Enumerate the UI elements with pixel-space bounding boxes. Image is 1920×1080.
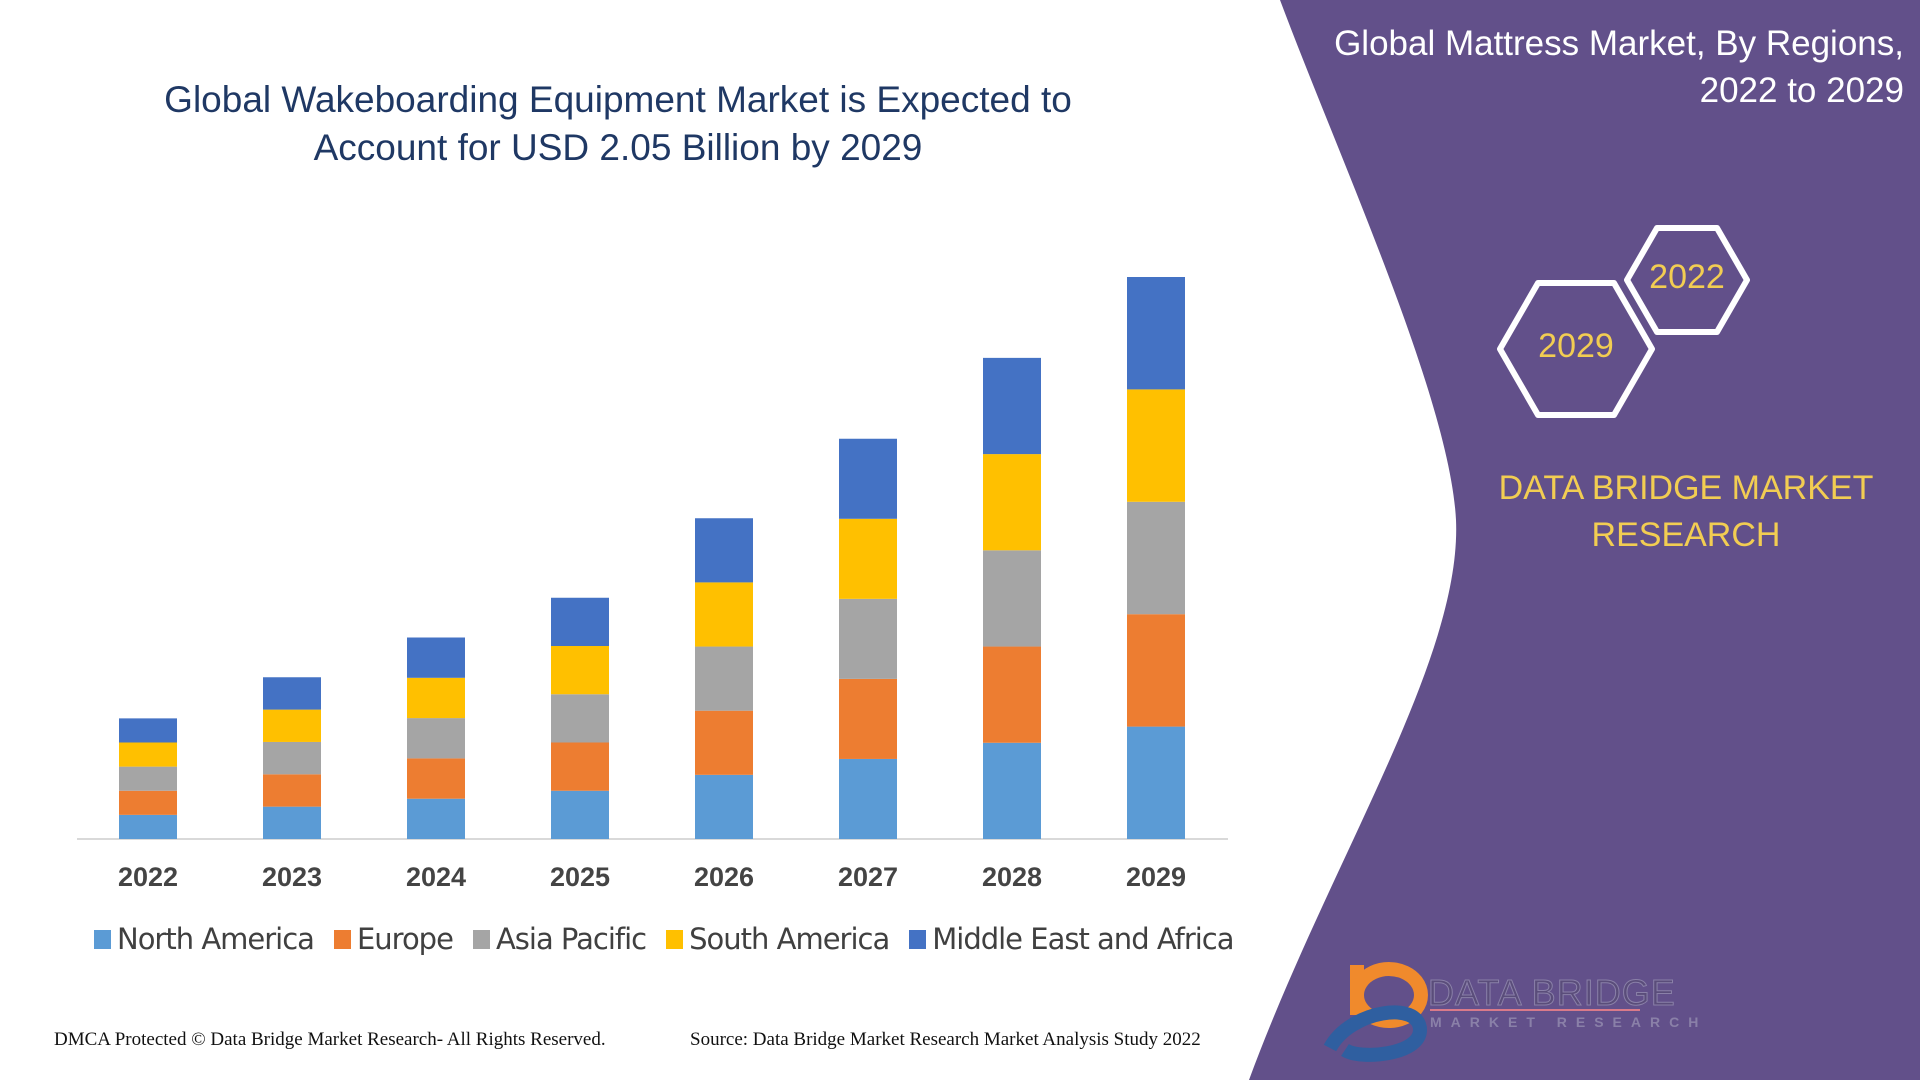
bar-2027-south-america xyxy=(839,518,897,599)
logo-subtext: MARKET RESEARCH xyxy=(1430,1014,1708,1030)
bar-2028-south-america xyxy=(983,454,1041,551)
hexagon-2022 xyxy=(1624,225,1750,335)
x-tick-label: 2026 xyxy=(693,862,755,892)
bar-2026-europe xyxy=(695,710,753,775)
bar-2022-asia-pacific xyxy=(119,766,177,791)
x-tick-label: 2028 xyxy=(981,862,1043,892)
x-tick-label: 2025 xyxy=(549,862,611,892)
bar-2027-europe xyxy=(839,678,897,759)
bar-2023-europe xyxy=(263,774,321,807)
title-line-2: Account for USD 2.05 Billion by 2029 xyxy=(313,127,923,168)
legend-swatch xyxy=(472,929,490,949)
bar-2029-asia-pacific xyxy=(1127,501,1185,615)
bars-group xyxy=(119,277,1185,839)
bar-2022-north-america xyxy=(119,814,177,839)
legend-item: North America xyxy=(94,922,315,956)
panel-title: Global Mattress Market, By Regions, 2022… xyxy=(1334,20,1904,114)
chart-title: Global Wakeboarding Equipment Market is … xyxy=(118,76,1118,172)
bar-2026-middle-east-and-africa xyxy=(695,518,753,583)
x-tick-label: 2029 xyxy=(1125,862,1187,892)
bar-2022-south-america xyxy=(119,742,177,767)
legend-label: South America xyxy=(689,922,890,956)
logo-icon xyxy=(1323,962,1428,1062)
bar-2027-north-america xyxy=(839,758,897,839)
hexagon-2029 xyxy=(1497,280,1655,418)
legend-label: North America xyxy=(117,922,315,956)
legend-swatch xyxy=(94,929,111,949)
bar-2025-middle-east-and-africa xyxy=(551,597,609,647)
bar-2025-asia-pacific xyxy=(551,694,609,743)
bar-2024-asia-pacific xyxy=(407,718,465,759)
legend: North America Europe Asia Pacific South Ame… xyxy=(94,922,1235,956)
copyright-footer: DMCA Protected © Data Bridge Market Rese… xyxy=(54,1029,606,1050)
bar-2027-asia-pacific xyxy=(839,598,897,679)
legend-item: Europe xyxy=(333,922,454,956)
logo-text: DATA BRIDGE xyxy=(1428,972,1676,1014)
x-tick-label: 2027 xyxy=(837,862,899,892)
bar-2025-europe xyxy=(551,742,609,791)
bar-2029-middle-east-and-africa xyxy=(1127,277,1185,390)
x-tick-label: 2023 xyxy=(261,862,323,892)
legend-label: Asia Pacific xyxy=(495,922,647,956)
bar-2023-asia-pacific xyxy=(263,741,321,775)
legend-item: Middle East and Africa xyxy=(909,922,1235,956)
bar-2029-north-america xyxy=(1127,726,1185,839)
x-tick-label: 2022 xyxy=(117,862,179,892)
panel-title-line-1: Global Mattress Market, By Regions, xyxy=(1334,24,1904,63)
source-footer: Source: Data Bridge Market Research Mark… xyxy=(690,1029,1201,1050)
purple-panel xyxy=(1249,0,1920,1080)
legend-label: Middle East and Africa xyxy=(932,922,1234,956)
bar-2026-asia-pacific xyxy=(695,646,753,711)
bar-2025-south-america xyxy=(551,646,609,695)
legend-swatch xyxy=(333,929,351,949)
bar-2029-south-america xyxy=(1127,389,1185,502)
legend-item: South America xyxy=(666,922,890,956)
x-tick-label: 2024 xyxy=(405,862,467,892)
bar-2023-south-america xyxy=(263,709,321,742)
bar-2025-north-america xyxy=(551,790,609,839)
bar-2028-middle-east-and-africa xyxy=(983,357,1041,455)
bar-2024-south-america xyxy=(407,677,465,719)
bar-2028-europe xyxy=(983,646,1041,743)
bar-2029-europe xyxy=(1127,614,1185,727)
bar-2026-north-america xyxy=(695,774,753,839)
bar-2022-middle-east-and-africa xyxy=(119,718,177,743)
bar-2026-south-america xyxy=(695,582,753,647)
legend-swatch xyxy=(909,929,927,949)
brand-line-1: DATA BRIDGE MARKET xyxy=(1498,469,1874,507)
bar-2023-north-america xyxy=(263,806,321,839)
bar-2027-middle-east-and-africa xyxy=(839,438,897,519)
legend-swatch xyxy=(666,929,684,949)
bar-2028-asia-pacific xyxy=(983,550,1041,647)
title-line-1: Global Wakeboarding Equipment Market is … xyxy=(164,79,1072,120)
legend-label: Europe xyxy=(356,922,454,956)
bar-2024-north-america xyxy=(407,798,465,839)
hex-label-2022: 2022 xyxy=(1649,258,1725,296)
brand-text: DATA BRIDGE MARKET RESEARCH xyxy=(1486,465,1886,559)
panel-title-line-2: 2022 to 2029 xyxy=(1699,71,1904,110)
bar-2024-middle-east-and-africa xyxy=(407,637,465,678)
bar-2022-europe xyxy=(119,790,177,815)
brand-line-2: RESEARCH xyxy=(1591,516,1781,554)
legend-item: Asia Pacific xyxy=(472,922,647,956)
hex-label-2029: 2029 xyxy=(1538,327,1614,365)
bar-2024-europe xyxy=(407,758,465,799)
bar-2023-middle-east-and-africa xyxy=(263,677,321,710)
bar-2028-north-america xyxy=(983,742,1041,839)
